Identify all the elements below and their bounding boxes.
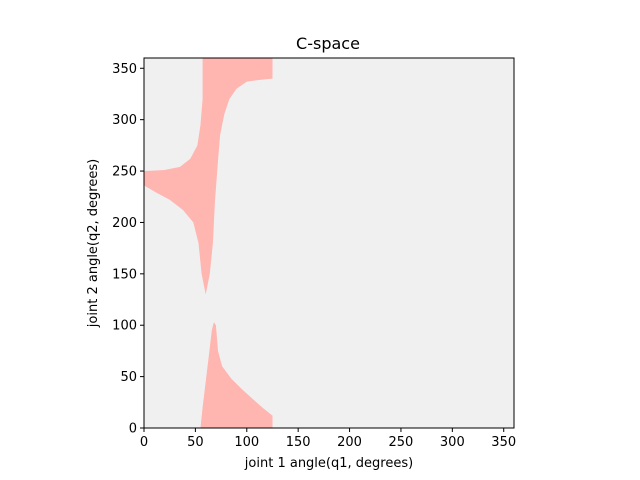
y-tick-label: 150 <box>112 267 137 282</box>
x-tick-label: 250 <box>389 435 414 450</box>
y-tick-label: 0 <box>129 422 137 437</box>
y-tick-label: 300 <box>112 113 137 128</box>
collision-regions <box>144 58 273 428</box>
x-tick-label: 200 <box>337 435 362 450</box>
axes-frame <box>143 57 515 429</box>
plot-area <box>144 58 514 428</box>
x-axis-label: joint 1 angle(q1, degrees) <box>244 456 413 471</box>
y-tick-label: 350 <box>112 62 137 77</box>
y-tick-label: 100 <box>112 319 137 334</box>
x-tick-label: 300 <box>440 435 465 450</box>
x-axis-ticks: 0 50 100 150 200 250 300 350 <box>140 428 516 450</box>
y-tick-label: 50 <box>120 370 137 385</box>
chart-title: C-space <box>296 34 360 53</box>
x-tick-label: 50 <box>187 435 204 450</box>
y-axis-label: joint 2 angle(q2, degrees) <box>86 159 101 328</box>
x-tick-label: 150 <box>286 435 311 450</box>
collision-upper-region <box>144 58 273 295</box>
y-axis-ticks: 0 50 100 150 200 250 300 350 <box>112 62 144 437</box>
y-tick-label: 250 <box>112 165 137 180</box>
x-tick-label: 350 <box>491 435 516 450</box>
x-tick-label: 100 <box>234 435 259 450</box>
collision-lower-region <box>200 322 273 428</box>
y-tick-label: 200 <box>112 216 137 231</box>
x-tick-label: 0 <box>140 435 148 450</box>
